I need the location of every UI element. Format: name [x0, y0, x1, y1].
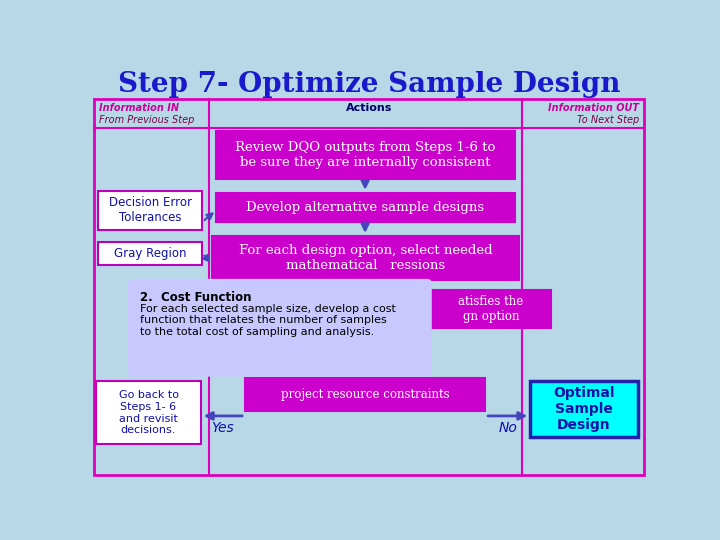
Text: To Next Step: To Next Step: [577, 115, 639, 125]
FancyBboxPatch shape: [128, 279, 432, 377]
Text: No: No: [498, 421, 517, 435]
Text: Information IN: Information IN: [99, 103, 179, 113]
Text: Optimal
Sample
Design: Optimal Sample Design: [553, 386, 615, 432]
FancyBboxPatch shape: [530, 381, 638, 437]
Text: Review DQO outputs from Steps 1-6 to
be sure they are internally consistent: Review DQO outputs from Steps 1-6 to be …: [235, 141, 495, 169]
Text: Actions: Actions: [346, 103, 392, 113]
Text: Yes: Yes: [212, 421, 234, 435]
FancyBboxPatch shape: [216, 193, 515, 222]
Text: Decision Error
Tolerances: Decision Error Tolerances: [109, 197, 192, 224]
Text: From Previous Step: From Previous Step: [99, 115, 194, 125]
Text: Step 7- Optimize Sample Design: Step 7- Optimize Sample Design: [118, 71, 620, 98]
Text: 2.  Cost Function: 2. Cost Function: [140, 291, 252, 304]
Text: ceeds: ceeds: [261, 365, 292, 375]
FancyBboxPatch shape: [96, 381, 201, 444]
FancyBboxPatch shape: [216, 131, 515, 179]
Polygon shape: [338, 282, 423, 284]
FancyBboxPatch shape: [212, 236, 518, 280]
Text: Information OUT: Information OUT: [549, 103, 639, 113]
Text: Gray Region: Gray Region: [114, 247, 186, 260]
FancyBboxPatch shape: [94, 99, 644, 475]
Text: For each selected sample size, develop a cost
function that relates the number o: For each selected sample size, develop a…: [140, 303, 396, 337]
FancyBboxPatch shape: [431, 289, 551, 328]
Text: For each design option, select needed
mathematical   ressions: For each design option, select needed ma…: [239, 244, 492, 272]
Text: Develop alternative sample designs: Develop alternative sample designs: [246, 201, 485, 214]
Text: atisfies the
gn option: atisfies the gn option: [459, 295, 523, 323]
Text: project resource constraints: project resource constraints: [281, 388, 449, 401]
FancyBboxPatch shape: [98, 191, 202, 230]
FancyBboxPatch shape: [98, 242, 202, 265]
Text: Go back to
Steps 1- 6
and revisit
decisions.: Go back to Steps 1- 6 and revisit decisi…: [119, 390, 179, 435]
FancyBboxPatch shape: [245, 378, 485, 410]
